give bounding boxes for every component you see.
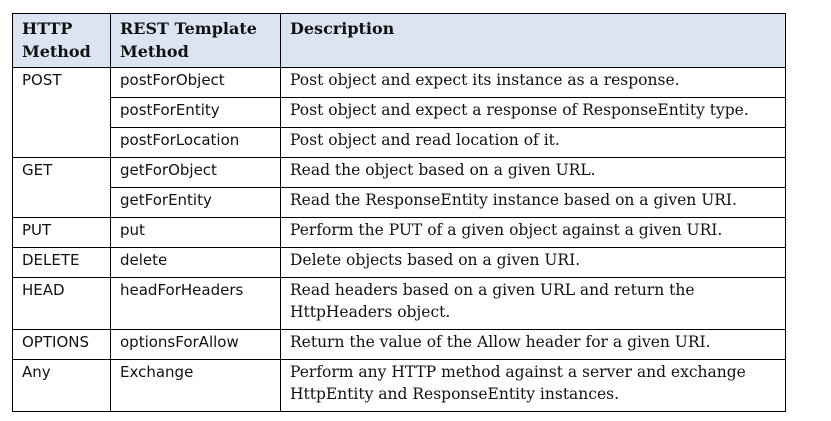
table-row: getForEntity Read the ResponseEntity ins…	[13, 187, 786, 218]
http-method-cell: GET	[12, 157, 111, 218]
description-cell: Perform any HTTP method against a server…	[280, 359, 786, 412]
http-method-cell: PUT	[12, 217, 111, 248]
description-cell: Post object and expect a response of Res…	[280, 97, 786, 128]
header-row: HTTP Method REST Template Method Descrip…	[12, 13, 786, 68]
description-cell: Post object and expect its instance as a…	[280, 67, 786, 98]
template-method-cell: headForHeaders	[110, 277, 281, 330]
table-row: GET getForObject Read the object based o…	[12, 157, 786, 218]
template-method-cell: optionsForAllow	[110, 329, 281, 360]
description-cell: Read the ResponseEntity instance based o…	[280, 187, 786, 218]
template-method-cell: postForLocation	[110, 127, 281, 158]
template-method-cell: put	[110, 217, 281, 248]
template-method-cell: getForObject	[110, 157, 281, 188]
header-rest-template-method: REST Template Method	[110, 13, 281, 68]
header-http-method: HTTP Method	[12, 13, 111, 68]
template-method-cell: postForObject	[110, 67, 281, 98]
template-method-cell: getForEntity	[110, 187, 281, 218]
table-row: DELETE delete Delete objects based on a …	[12, 247, 786, 278]
template-method-cell: postForEntity	[110, 97, 281, 128]
description-cell: Post object and read location of it.	[280, 127, 786, 158]
table-row: HEAD headForHeaders Read headers based o…	[12, 277, 786, 330]
table-row: OPTIONS optionsForAllow Return the value…	[12, 329, 786, 360]
description-cell: Return the value of the Allow header for…	[280, 329, 786, 360]
table-row: postForLocation Post object and read loc…	[13, 127, 786, 158]
table-row: postForEntity Post object and expect a r…	[13, 97, 786, 128]
http-method-cell: Any	[12, 359, 111, 412]
table-row: Any Exchange Perform any HTTP method aga…	[12, 359, 786, 412]
http-method-cell: OPTIONS	[12, 329, 111, 360]
template-method-cell: Exchange	[110, 359, 281, 412]
table-row: PUT put Perform the PUT of a given objec…	[12, 217, 786, 248]
header-description: Description	[280, 13, 786, 68]
template-method-cell: delete	[110, 247, 281, 278]
description-cell: Perform the PUT of a given object agains…	[280, 217, 786, 248]
http-method-cell: DELETE	[12, 247, 111, 278]
description-cell: Delete objects based on a given URI.	[280, 247, 786, 278]
table-row: POST postForObject Post object and expec…	[12, 67, 786, 158]
description-cell: Read the object based on a given URL.	[280, 157, 786, 188]
http-method-cell: POST	[12, 67, 111, 158]
http-method-cell: HEAD	[12, 277, 111, 330]
rest-template-methods-table: HTTP Method REST Template Method Descrip…	[12, 13, 786, 412]
rest-template-table-container: HTTP Method REST Template Method Descrip…	[12, 13, 786, 412]
description-cell: Read headers based on a given URL and re…	[280, 277, 786, 330]
